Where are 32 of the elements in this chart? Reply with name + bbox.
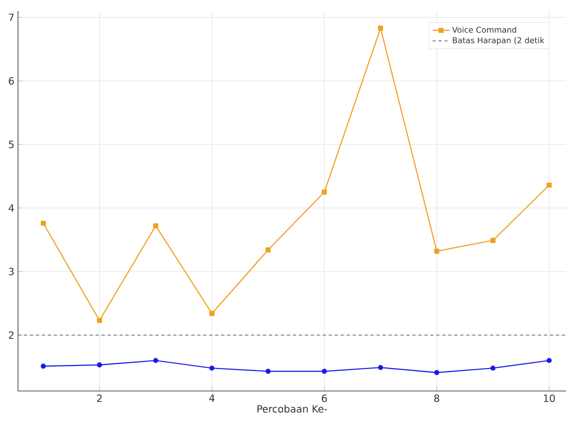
x-tick-label: 6: [322, 394, 327, 402]
point: [266, 368, 271, 374]
point: [490, 238, 496, 243]
y-tick-label: 5: [8, 140, 14, 148]
point: [434, 370, 440, 376]
x-axis-title: Percobaan Ke-: [257, 404, 328, 413]
point: [266, 247, 271, 252]
y-tick-label: 3: [8, 268, 14, 276]
point: [546, 182, 552, 188]
point: [96, 362, 102, 368]
point: [40, 364, 46, 369]
point: [96, 318, 102, 324]
x-tick-label: 4: [209, 394, 215, 402]
point: [209, 366, 214, 371]
x-tick-label: 2: [97, 394, 102, 402]
point: [322, 368, 327, 374]
point: [546, 358, 552, 364]
y-tick-label: 7: [8, 14, 14, 21]
y-tick-label: 6: [8, 77, 14, 85]
point: [434, 248, 440, 254]
point: [378, 364, 384, 370]
y-tick-label: 2: [8, 331, 14, 339]
y-tick-label: 4: [8, 204, 14, 212]
point: [209, 310, 214, 316]
point: [153, 223, 158, 228]
point: [153, 358, 158, 364]
point: [490, 366, 496, 371]
x-tick-label: 10: [544, 394, 555, 402]
point: [322, 190, 327, 195]
x-tick-label: 8: [434, 394, 440, 402]
point: [40, 220, 46, 226]
point: [378, 26, 384, 31]
